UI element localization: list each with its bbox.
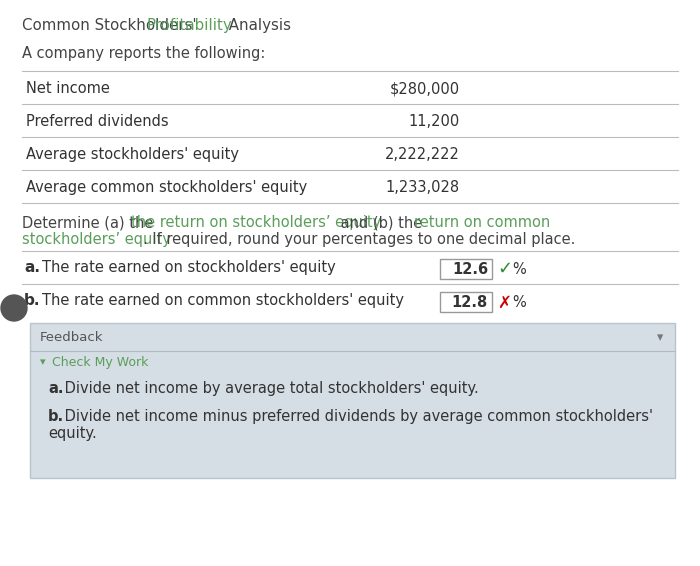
Text: Preferred dividends: Preferred dividends — [26, 114, 169, 129]
Text: b.: b. — [24, 293, 41, 308]
Text: b.: b. — [48, 409, 64, 424]
Text: The rate earned on common stockholders' equity: The rate earned on common stockholders' … — [42, 293, 404, 308]
Text: 12.6: 12.6 — [452, 262, 488, 277]
Text: Analysis: Analysis — [224, 18, 291, 33]
Text: and (b) the: and (b) the — [336, 215, 427, 230]
Text: Profitability: Profitability — [147, 18, 232, 33]
Text: 11,200: 11,200 — [409, 114, 460, 129]
Text: 2,222,222: 2,222,222 — [385, 147, 460, 162]
Text: a.: a. — [24, 260, 40, 275]
Text: Average stockholders' equity: Average stockholders' equity — [26, 147, 239, 162]
Text: >: > — [7, 298, 21, 316]
Text: ✓: ✓ — [497, 260, 512, 278]
Text: equity.: equity. — [48, 426, 97, 441]
Text: 1,233,028: 1,233,028 — [386, 180, 460, 195]
Text: Check My Work: Check My Work — [48, 356, 148, 369]
Text: Determine (a) the: Determine (a) the — [22, 215, 158, 230]
Text: %: % — [512, 295, 526, 310]
Text: ▾: ▾ — [40, 357, 46, 367]
Bar — [30, 323, 675, 478]
Text: The rate earned on stockholders' equity: The rate earned on stockholders' equity — [42, 260, 336, 275]
Circle shape — [1, 295, 27, 321]
Text: 12.8: 12.8 — [452, 295, 488, 310]
Text: Divide net income by average total stockholders' equity.: Divide net income by average total stock… — [60, 381, 479, 396]
Text: Feedback: Feedback — [40, 331, 104, 344]
Text: a.: a. — [48, 381, 64, 396]
Text: the return on stockholders’ equity: the return on stockholders’ equity — [131, 215, 381, 230]
Text: stockholders’ equity: stockholders’ equity — [22, 232, 171, 247]
Text: Divide net income minus preferred dividends by average common stockholders': Divide net income minus preferred divide… — [60, 409, 653, 424]
Text: ▾: ▾ — [657, 331, 663, 344]
Bar — [440, 259, 492, 279]
Text: . If required, round your percentages to one decimal place.: . If required, round your percentages to… — [143, 232, 575, 247]
Text: %: % — [512, 262, 526, 277]
Text: $280,000: $280,000 — [390, 81, 460, 96]
Text: return on common: return on common — [414, 215, 551, 230]
Text: Average common stockholders' equity: Average common stockholders' equity — [26, 180, 307, 195]
Text: Net income: Net income — [26, 81, 110, 96]
Text: A company reports the following:: A company reports the following: — [22, 46, 265, 61]
Text: ✗: ✗ — [497, 294, 511, 312]
Text: Common Stockholders': Common Stockholders' — [22, 18, 202, 33]
Bar — [440, 292, 492, 312]
